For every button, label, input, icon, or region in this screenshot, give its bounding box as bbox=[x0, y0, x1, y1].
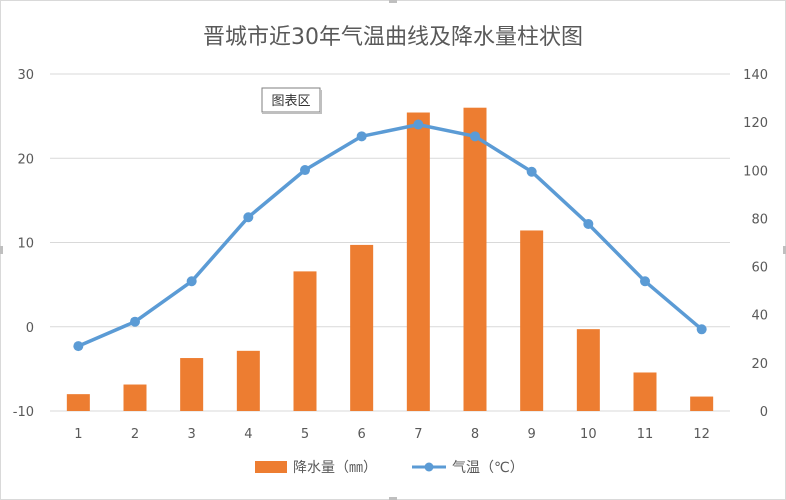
bar-precipitation bbox=[180, 358, 204, 411]
tooltip-shadow bbox=[262, 112, 322, 114]
right-axis-tick-label: 80 bbox=[751, 212, 768, 227]
left-axis-tick-label: -10 bbox=[13, 405, 34, 420]
bar-precipitation bbox=[690, 396, 714, 411]
bar-precipitation bbox=[633, 372, 657, 411]
right-axis-tick-label: 0 bbox=[760, 405, 768, 420]
right-axis-tick-label: 40 bbox=[751, 309, 768, 324]
legend-label-precipitation: 降水量（㎜） bbox=[293, 460, 377, 476]
temperature-point bbox=[243, 212, 254, 223]
bar-precipitation bbox=[123, 384, 147, 411]
x-axis-tick-label: 1 bbox=[74, 427, 82, 442]
legend-swatch-precipitation bbox=[255, 461, 287, 473]
right-axis-tick-label: 120 bbox=[743, 116, 768, 131]
bar-precipitation bbox=[236, 350, 260, 411]
bar-precipitation bbox=[293, 271, 317, 411]
chart-area-tooltip: 图表区 bbox=[261, 87, 322, 114]
tooltip-text: 图表区 bbox=[271, 94, 310, 109]
temperature-point bbox=[696, 324, 707, 335]
resize-handle-top[interactable] bbox=[389, 0, 397, 3]
bar-precipitation bbox=[576, 329, 600, 411]
x-axis-tick-label: 7 bbox=[414, 427, 422, 442]
left-axis-tick-label: 20 bbox=[17, 152, 34, 167]
temperature-point bbox=[130, 316, 140, 327]
legend-swatch-temperature-marker bbox=[424, 462, 434, 472]
x-axis-tick-label: 8 bbox=[471, 427, 479, 442]
bar-precipitation bbox=[66, 394, 90, 411]
gridlines bbox=[50, 73, 730, 412]
chart-title: 晋城市近30年气温曲线及降水量柱状图 bbox=[203, 25, 583, 50]
bar-precipitation bbox=[406, 112, 430, 411]
left-axis-tick-label: 0 bbox=[26, 321, 34, 336]
x-axis-tick-label: 3 bbox=[188, 427, 196, 442]
x-axis-tick-label: 10 bbox=[580, 427, 597, 442]
x-axis-tick-label: 11 bbox=[637, 427, 654, 442]
resize-handle-left[interactable] bbox=[0, 246, 3, 254]
bar-precipitation bbox=[463, 107, 487, 411]
temperature-point bbox=[470, 131, 480, 142]
temperature-point bbox=[413, 119, 424, 130]
x-axis-tick-label: 4 bbox=[244, 427, 252, 442]
bar-precipitation bbox=[520, 230, 544, 411]
right-axis-tick-label: 140 bbox=[743, 68, 768, 83]
right-axis-tick-label: 20 bbox=[751, 357, 768, 372]
x-axis-tick-label: 6 bbox=[358, 427, 366, 442]
tooltip-box bbox=[261, 87, 321, 113]
left-axis-tick-label: 10 bbox=[17, 237, 34, 252]
right-axis-tick-label: 100 bbox=[743, 164, 768, 179]
x-axis-ticks: 1 2 3 4 5 6 7 8 9 10 11 12 bbox=[74, 427, 710, 442]
left-axis-ticks: -10 0 10 20 30 bbox=[13, 68, 34, 420]
resize-handle-right[interactable] bbox=[783, 246, 786, 254]
temperature-point bbox=[73, 341, 84, 352]
bar-series bbox=[66, 107, 714, 411]
temperature-line bbox=[76, 122, 704, 348]
temperature-point bbox=[640, 276, 650, 287]
x-axis-tick-label: 5 bbox=[301, 427, 309, 442]
tooltip-shadow-side bbox=[320, 90, 322, 114]
temperature-point bbox=[300, 165, 310, 176]
bar-precipitation bbox=[350, 244, 374, 411]
resize-handle-bottom[interactable] bbox=[389, 497, 397, 500]
temperature-point bbox=[583, 218, 594, 229]
right-axis-tick-label: 60 bbox=[751, 261, 768, 276]
left-axis-tick-label: 30 bbox=[17, 68, 34, 83]
right-axis-ticks: 0 20 40 60 80 100 120 140 bbox=[743, 68, 768, 420]
x-axis-tick-label: 9 bbox=[528, 427, 536, 442]
temperature-point bbox=[186, 276, 197, 287]
line-series bbox=[73, 119, 707, 352]
legend-label-temperature: 气温（℃） bbox=[452, 460, 524, 476]
x-axis-tick-label: 2 bbox=[131, 427, 139, 442]
x-axis-tick-label: 12 bbox=[693, 427, 710, 442]
temperature-point bbox=[526, 166, 537, 177]
legend: 降水量（㎜） 气温（℃） bbox=[255, 460, 524, 476]
temperature-point bbox=[356, 131, 367, 142]
